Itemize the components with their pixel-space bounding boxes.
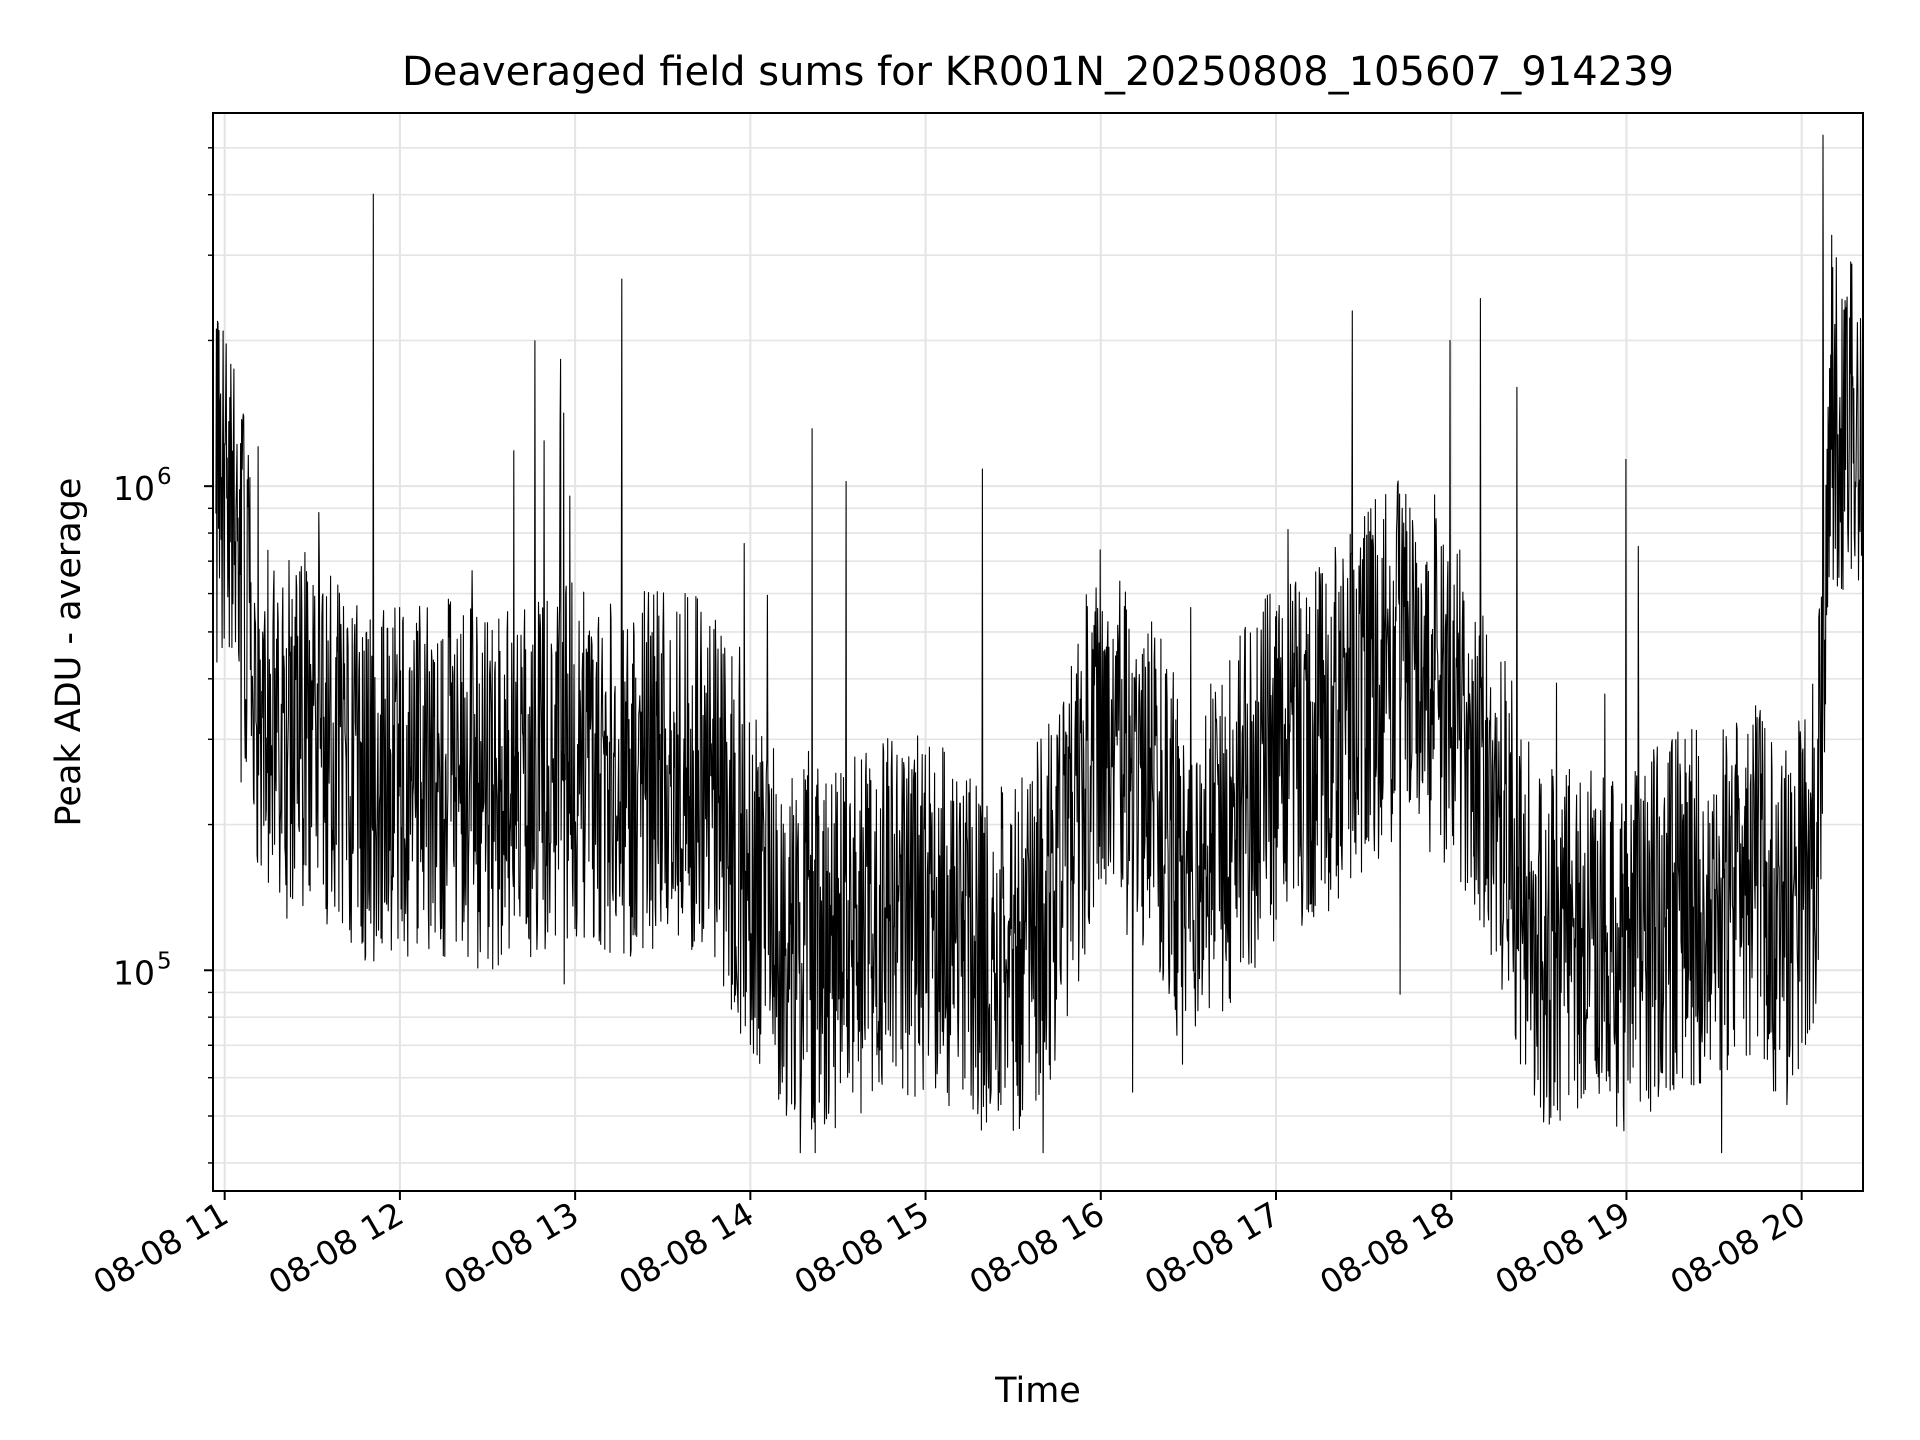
y-tick-label-exponent: 5 xyxy=(157,948,172,974)
y-tick-label-base: 10 xyxy=(113,469,155,508)
y-axis-label: Peak ADU - average xyxy=(49,478,89,827)
plot-frame xyxy=(212,112,1864,1192)
series-line xyxy=(215,134,1863,1154)
chart-title: Deaveraged field sums for KR001N_2025080… xyxy=(402,49,1674,95)
series-layer xyxy=(215,134,1863,1154)
y-tick-label: 10 xyxy=(113,953,155,992)
x-axis-label: Time xyxy=(994,1371,1081,1411)
y-tick-label-base: 10 xyxy=(113,953,155,992)
y-tick-label-exponent: 6 xyxy=(157,464,172,490)
y-tick-label: 10 xyxy=(113,469,155,508)
